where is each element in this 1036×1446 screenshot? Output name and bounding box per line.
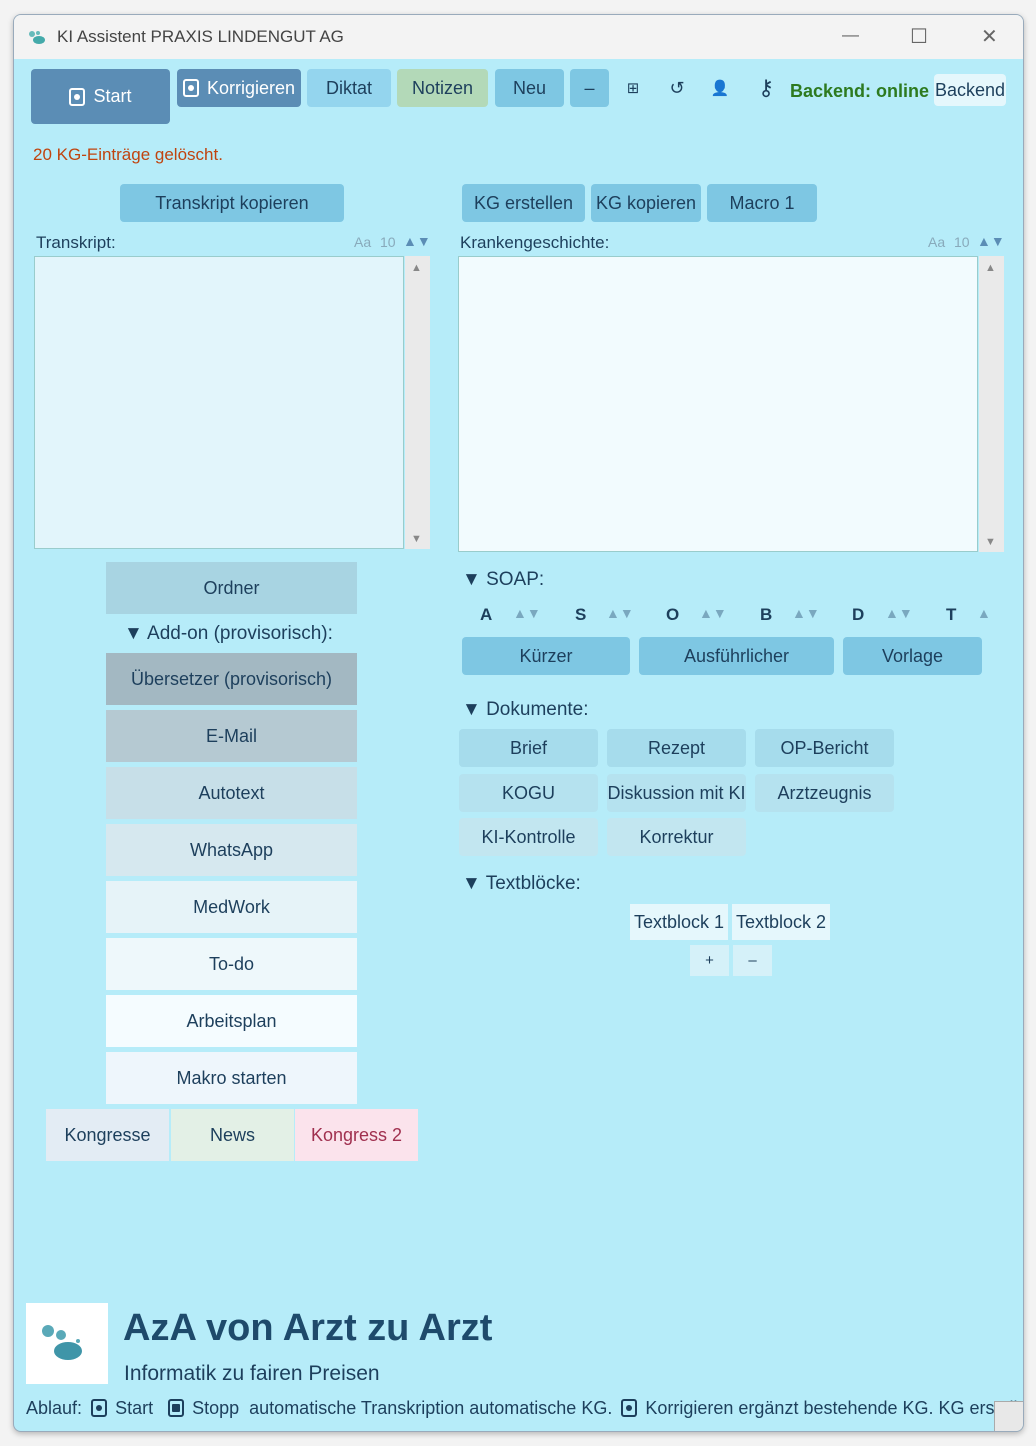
user-icon[interactable]: 👤 xyxy=(710,80,730,97)
arztzeugnis-button[interactable]: Arztzeugnis xyxy=(755,774,894,812)
add-textblock-button[interactable]: + xyxy=(690,945,729,976)
neu-button[interactable]: Neu xyxy=(495,69,564,107)
refresh-icon[interactable]: ↺ xyxy=(669,77,685,98)
vorlage-button[interactable]: Vorlage xyxy=(843,637,982,675)
record-icon xyxy=(621,1399,638,1417)
minimize-button[interactable]: — xyxy=(842,25,859,44)
transkript-kopieren-button[interactable]: Transkript kopieren xyxy=(120,184,344,222)
soap-b-stepper[interactable]: ▲▼ xyxy=(792,605,820,621)
kg-erstellen-button[interactable]: KG erstellen xyxy=(462,184,585,222)
soap-letter-t: T xyxy=(946,605,957,624)
notizen-button[interactable]: Notizen xyxy=(397,69,488,107)
maximize-button[interactable]: ☐ xyxy=(910,26,928,48)
stop-icon xyxy=(168,1399,185,1417)
soap-d-stepper[interactable]: ▲▼ xyxy=(885,605,913,621)
op-bericht-button[interactable]: OP-Bericht xyxy=(755,729,894,767)
close-button[interactable]: ✕ xyxy=(981,26,998,48)
soap-s-stepper[interactable]: ▲▼ xyxy=(606,605,634,621)
textblock-2-button[interactable]: Textblock 2 xyxy=(732,904,830,940)
transcript-font-size-stepper[interactable]: ▲▼ xyxy=(403,233,431,249)
diktat-button[interactable]: Diktat xyxy=(307,69,391,107)
kongresse-button[interactable]: Kongresse xyxy=(46,1109,169,1161)
soap-order-row: A ▲▼ S ▲▼ O ▲▼ B ▲▼ D ▲▼ T ▲ xyxy=(480,605,1000,629)
remove-textblock-button[interactable]: – xyxy=(733,945,772,976)
arbeitsplan-button[interactable]: Arbeitsplan xyxy=(106,995,357,1047)
key-icon[interactable]: ⚷ xyxy=(757,75,775,100)
record-icon xyxy=(91,1399,108,1417)
kg-scrollbar[interactable]: ▲ ▼ xyxy=(979,256,1004,552)
korrigieren-button[interactable]: Korrigieren xyxy=(177,69,301,107)
soap-letter-a: A xyxy=(480,605,493,624)
ausfuehrlicher-button[interactable]: Ausführlicher xyxy=(639,637,834,675)
soap-o-stepper[interactable]: ▲▼ xyxy=(699,605,727,621)
kuerzer-button[interactable]: Kürzer xyxy=(462,637,630,675)
whatsapp-button[interactable]: WhatsApp xyxy=(106,824,357,876)
rezept-button[interactable]: Rezept xyxy=(607,729,746,767)
macro-1-button[interactable]: Macro 1 xyxy=(707,184,817,222)
brand-title: AzA von Arzt zu Arzt xyxy=(123,1307,493,1349)
transcript-scrollbar[interactable]: ▲ ▼ xyxy=(405,256,430,549)
workflow-hint: Ablauf: Start Stopp automatische Transkr… xyxy=(26,1398,1024,1419)
email-button[interactable]: E-Mail xyxy=(106,710,357,762)
ablauf-start: Start xyxy=(115,1398,154,1418)
addon-section-toggle[interactable]: ▼ Add-on (provisorisch): xyxy=(124,623,333,644)
soap-letter-d: D xyxy=(852,605,865,624)
droplets-logo-icon xyxy=(42,1325,82,1360)
textblock-1-button[interactable]: Textblock 1 xyxy=(630,904,728,940)
grid-icon[interactable]: ⊞ xyxy=(626,80,640,97)
record-icon xyxy=(182,79,199,97)
title-bar: KI Assistent PRAXIS LINDENGUT AG — ☐ ✕ xyxy=(14,15,1023,59)
kg-textarea[interactable] xyxy=(458,256,978,552)
transcript-label: Transkript: xyxy=(36,233,116,252)
brand-logo xyxy=(26,1303,108,1384)
soap-letter-s: S xyxy=(575,605,587,624)
kg-label: Krankengeschichte: xyxy=(460,233,610,252)
start-label: Start xyxy=(93,86,132,106)
diskussion-mit-ki-button[interactable]: Diskussion mit KI xyxy=(607,774,746,812)
korrigieren-label: Korrigieren xyxy=(206,77,296,98)
start-button[interactable]: Start xyxy=(31,69,170,124)
resize-grip-icon[interactable] xyxy=(994,1401,1023,1431)
kg-kopieren-button[interactable]: KG kopieren xyxy=(591,184,701,222)
ordner-button[interactable]: Ordner xyxy=(106,562,357,614)
transcript-textarea[interactable] xyxy=(34,256,404,549)
soap-section-toggle[interactable]: ▼ SOAP: xyxy=(462,569,545,590)
window-title: KI Assistent PRAXIS LINDENGUT AG xyxy=(57,27,344,46)
minus-button[interactable]: – xyxy=(570,69,609,107)
medwork-button[interactable]: MedWork xyxy=(106,881,357,933)
backend-button[interactable]: Backend xyxy=(934,74,1006,106)
soap-a-stepper[interactable]: ▲▼ xyxy=(513,605,541,621)
transcript-font-label: Aa xyxy=(354,234,372,250)
kg-font-label: Aa xyxy=(928,234,946,250)
dokumente-section-toggle[interactable]: ▼ Dokumente: xyxy=(462,699,589,720)
textbloecke-section-toggle[interactable]: ▼ Textblöcke: xyxy=(462,873,581,894)
record-icon xyxy=(69,87,86,106)
autotext-button[interactable]: Autotext xyxy=(106,767,357,819)
todo-button[interactable]: To-do xyxy=(106,938,357,990)
transcript-font-size: 10 xyxy=(380,234,396,250)
brief-button[interactable]: Brief xyxy=(459,729,598,767)
ablauf-stopp: Stopp xyxy=(192,1398,240,1418)
kogu-button[interactable]: KOGU xyxy=(459,774,598,812)
status-message: 20 KG-Einträge gelöscht. xyxy=(33,145,223,164)
app-window: KI Assistent PRAXIS LINDENGUT AG — ☐ ✕ S… xyxy=(13,14,1024,1432)
backend-status: Backend: online xyxy=(790,81,930,101)
ablauf-korrigieren: Korrigieren ergänzt bestehende KG. KG er… xyxy=(645,1398,1024,1418)
kongress-2-button[interactable]: Kongress 2 xyxy=(295,1109,418,1161)
kg-font-size-stepper[interactable]: ▲▼ xyxy=(977,233,1005,249)
uebersetzer-button[interactable]: Übersetzer (provisorisch) xyxy=(106,653,357,705)
ki-kontrolle-button[interactable]: KI-Kontrolle xyxy=(459,818,598,856)
makro-starten-button[interactable]: Makro starten xyxy=(106,1052,357,1104)
kg-font-size: 10 xyxy=(954,234,970,250)
app-logo-icon xyxy=(29,31,45,44)
brand-tagline: Informatik zu fairen Preisen xyxy=(124,1362,380,1385)
ablauf-label: Ablauf: xyxy=(26,1398,83,1418)
news-button[interactable]: News xyxy=(171,1109,294,1161)
soap-letter-b: B xyxy=(760,605,773,624)
korrektur-button[interactable]: Korrektur xyxy=(607,818,746,856)
ablauf-steps: automatische Transkription automatische … xyxy=(249,1398,613,1418)
soap-letter-o: O xyxy=(666,605,680,624)
soap-t-stepper[interactable]: ▲ xyxy=(977,605,991,621)
